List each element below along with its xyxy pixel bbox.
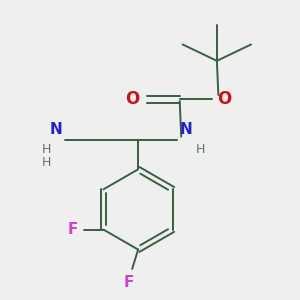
Text: O: O	[125, 91, 140, 109]
Text: O: O	[217, 91, 231, 109]
Text: H: H	[41, 142, 51, 156]
Text: N: N	[50, 122, 62, 136]
Text: F: F	[68, 222, 78, 237]
Text: F: F	[124, 275, 134, 290]
Text: N: N	[180, 122, 193, 136]
Text: H: H	[196, 142, 206, 156]
Text: H: H	[41, 156, 51, 169]
